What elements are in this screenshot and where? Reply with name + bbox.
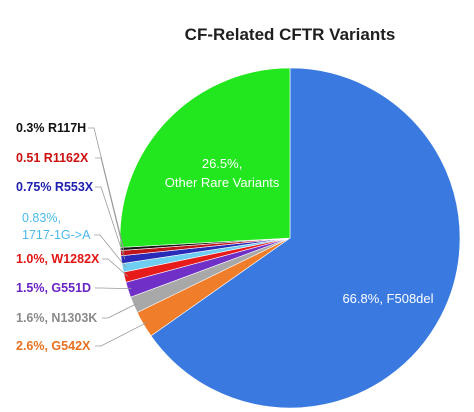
leader-line-r117h — [88, 127, 125, 249]
leader-lines-layer — [88, 127, 147, 347]
slice-label-f508del: 66.8%, F508del — [342, 291, 433, 306]
slice-label-g551d: 1.5%, G551D — [16, 281, 91, 295]
labels-layer: 66.8%, F508del 2.6%, G542X 1.6%, N1303K 1.5… — [16, 121, 434, 353]
pie-slice-f508del — [150, 67, 461, 409]
leader-line-n1303k — [102, 303, 137, 319]
slice-label-r117h: 0.3% R117H — [16, 121, 86, 135]
pie-slice-other-rare-variants — [119, 67, 291, 248]
leader-line-1717-1g-a — [94, 234, 127, 268]
slice-label-g542x: 2.6%, G542X — [16, 339, 91, 353]
slice-label-w1282x: 1.0%, W1282X — [16, 252, 100, 266]
slice-label-r553x: 0.75% R553X — [16, 180, 94, 194]
slice-label-1717-1g-a: 0.83%, 1717-1G->A — [22, 211, 91, 242]
slice-label-other-rare-variants: 26.5%, Other Rare Variants — [165, 156, 280, 190]
slice-label-r1162x: 0.51 R1162X — [16, 151, 89, 165]
slice-label-n1303k: 1.6%, N1303K — [16, 311, 97, 325]
slices-layer — [119, 67, 461, 409]
chart-title: CF-Related CFTR Variants — [185, 25, 396, 44]
leader-line-g551d — [95, 287, 132, 290]
leader-line-r553x — [95, 186, 126, 260]
leader-line-g542x — [95, 322, 147, 347]
leader-line-w1282x — [102, 258, 129, 277]
